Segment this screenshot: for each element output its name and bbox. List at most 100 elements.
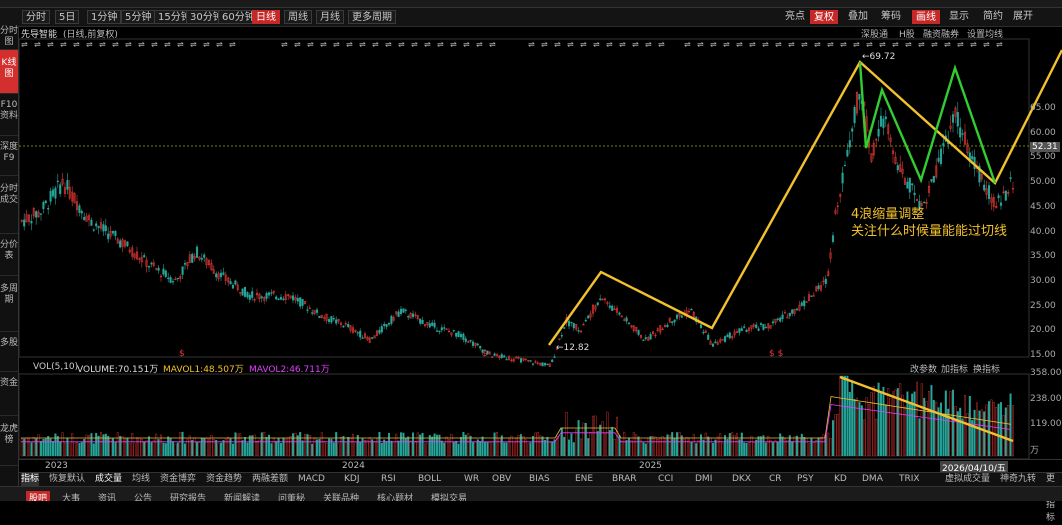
event-marker-icon[interactable]: ⇌	[567, 40, 574, 49]
indicator-tab[interactable]: ENE	[575, 474, 594, 484]
candlestick-chart[interactable]	[0, 0, 1062, 500]
indicator-tab[interactable]: WR	[464, 474, 480, 484]
set-ma-button[interactable]: 设置均线	[967, 30, 1004, 40]
event-marker-icon[interactable]: ⇌	[723, 40, 730, 49]
draw-line-button[interactable]: 画线	[912, 10, 940, 24]
event-marker-icon[interactable]: ⇌	[554, 40, 561, 49]
event-marker-icon[interactable]: ⇌	[346, 40, 353, 49]
event-marker-icon[interactable]: ⇌	[203, 40, 210, 49]
event-marker-icon[interactable]: ⇌	[710, 40, 717, 49]
edit-params-button[interactable]: 改参数	[910, 365, 938, 375]
indicator-tab[interactable]: 资金趋势	[206, 474, 243, 484]
indicator-tab[interactable]: DMI	[695, 474, 713, 484]
expand-button[interactable]: 展开	[1013, 11, 1033, 22]
event-marker-icon[interactable]: ⇌	[528, 40, 535, 49]
indicator-tab[interactable]: 更多指标	[1046, 474, 1056, 523]
event-marker-icon[interactable]: ⇌	[970, 40, 977, 49]
event-marker-icon[interactable]: ⇌	[294, 40, 301, 49]
indicator-tab[interactable]: KDJ	[344, 474, 360, 484]
event-marker-icon[interactable]: ⇌	[658, 40, 665, 49]
indicator-tab[interactable]: MACD	[298, 474, 325, 484]
indicator-tab[interactable]: PSY	[797, 474, 814, 484]
event-marker-icon[interactable]: ⇌	[749, 40, 756, 49]
event-marker-icon[interactable]: ⇌	[645, 40, 652, 49]
footer-tab[interactable]: 大事	[62, 494, 81, 501]
indicator-tab[interactable]: 两融差额	[252, 474, 289, 484]
event-marker-icon[interactable]: ⇌	[450, 40, 457, 49]
event-marker-icon[interactable]: ⇌	[398, 40, 405, 49]
indicator-tab[interactable]: 恢复默认	[49, 474, 86, 484]
tab-5day[interactable]: 5日	[55, 10, 80, 24]
sidebar-item-f10[interactable]: F10资料	[0, 94, 18, 136]
event-marker-icon[interactable]: ⇌	[593, 40, 600, 49]
event-marker-icon[interactable]: ⇌	[580, 40, 587, 49]
indicator-tab[interactable]: BOLL	[418, 474, 442, 484]
adjust-button[interactable]: 复权	[810, 10, 838, 24]
sidebar-item-intraday[interactable]: 分时图	[0, 26, 18, 50]
hk-connect-tag[interactable]: 深股通	[861, 30, 889, 40]
event-marker-icon[interactable]: ⇌	[606, 40, 613, 49]
footer-tab[interactable]: 核心题材	[377, 494, 414, 501]
event-marker-icon[interactable]: ⇌	[944, 40, 951, 49]
event-marker-icon[interactable]: ⇌	[333, 40, 340, 49]
simple-button[interactable]: 简约	[983, 11, 1003, 22]
sidebar-item-multi-period[interactable]: 多周期	[0, 276, 18, 332]
indicator-tab[interactable]: 均线	[132, 474, 151, 484]
tab-more-periods[interactable]: 更多周期	[348, 10, 396, 24]
event-marker-icon[interactable]: ⇌	[632, 40, 639, 49]
event-marker-icon[interactable]: ⇌	[684, 40, 691, 49]
footer-tab[interactable]: 资讯	[98, 494, 117, 501]
chips-button[interactable]: 筹码	[881, 11, 901, 22]
event-marker-icon[interactable]: ⇌	[905, 40, 912, 49]
indicator-tab[interactable]: CR	[769, 474, 782, 484]
display-button[interactable]: 显示	[949, 11, 969, 22]
footer-tab[interactable]: 模拟交易	[431, 494, 468, 501]
event-marker-icon[interactable]: ⇌	[164, 40, 171, 49]
indicator-tab[interactable]: BIAS	[529, 474, 550, 484]
event-marker-icon[interactable]: ⇌	[463, 40, 470, 49]
event-marker-icon[interactable]: ⇌	[892, 40, 899, 49]
switch-indicator-button[interactable]: 换指标	[973, 365, 1001, 375]
event-marker-icon[interactable]: ⇌	[86, 40, 93, 49]
event-marker-icon[interactable]: ⇌	[177, 40, 184, 49]
event-marker-icon[interactable]: ⇌	[151, 40, 158, 49]
event-marker-icon[interactable]: ⇌	[60, 40, 67, 49]
event-marker-icon[interactable]: ⇌	[190, 40, 197, 49]
sidebar-item-ticks[interactable]: 分时成交	[0, 176, 18, 234]
event-marker-icon[interactable]: ⇌	[125, 40, 132, 49]
event-marker-icon[interactable]: ⇌	[918, 40, 925, 49]
event-marker-icon[interactable]: ⇌	[424, 40, 431, 49]
overlay-button[interactable]: 叠加	[848, 11, 868, 22]
event-marker-icon[interactable]: ⇌	[853, 40, 860, 49]
sidebar-item-kline[interactable]: K线图	[0, 50, 18, 94]
indicator-tab[interactable]: DMA	[862, 474, 883, 484]
footer-tab[interactable]: 新闻解读	[224, 494, 261, 501]
event-marker-icon[interactable]: ⇌	[996, 40, 1003, 49]
event-marker-icon[interactable]: ⇌	[411, 40, 418, 49]
event-marker-icon[interactable]: ⇌	[697, 40, 704, 49]
indicator-tab[interactable]: 资金博弈	[160, 474, 197, 484]
event-marker-icon[interactable]: ⇌	[73, 40, 80, 49]
event-marker-icon[interactable]: ⇌	[47, 40, 54, 49]
event-marker-icon[interactable]: ⇌	[489, 40, 496, 49]
event-marker-icon[interactable]: ⇌	[840, 40, 847, 49]
event-marker-icon[interactable]: ⇌	[619, 40, 626, 49]
sidebar-item-multi-stock[interactable]: 多股	[0, 332, 18, 372]
event-marker-icon[interactable]: ⇌	[320, 40, 327, 49]
event-marker-icon[interactable]: ⇌	[814, 40, 821, 49]
sidebar-item-depth[interactable]: 深度F9	[0, 136, 18, 176]
indicator-tab[interactable]: OBV	[492, 474, 512, 484]
event-marker-icon[interactable]: ⇌	[762, 40, 769, 49]
sidebar-item-price-table[interactable]: 分价表	[0, 234, 18, 276]
sidebar-item-dragon-tiger[interactable]: 龙虎榜	[0, 416, 18, 466]
tab-weekly[interactable]: 周线	[284, 10, 312, 24]
h-share-tag[interactable]: H股	[899, 30, 915, 40]
sidebar-item-capital[interactable]: 资金	[0, 372, 18, 416]
margin-tag[interactable]: 融资融券	[923, 30, 960, 40]
indicator-tab[interactable]: DKX	[732, 474, 751, 484]
indicator-tab[interactable]: CCI	[658, 474, 674, 484]
indicator-tab[interactable]: TRIX	[899, 474, 920, 484]
footer-tab[interactable]: 公告	[134, 494, 153, 501]
event-marker-icon[interactable]: ⇌	[34, 40, 41, 49]
tab-intraday[interactable]: 分时	[22, 10, 50, 24]
